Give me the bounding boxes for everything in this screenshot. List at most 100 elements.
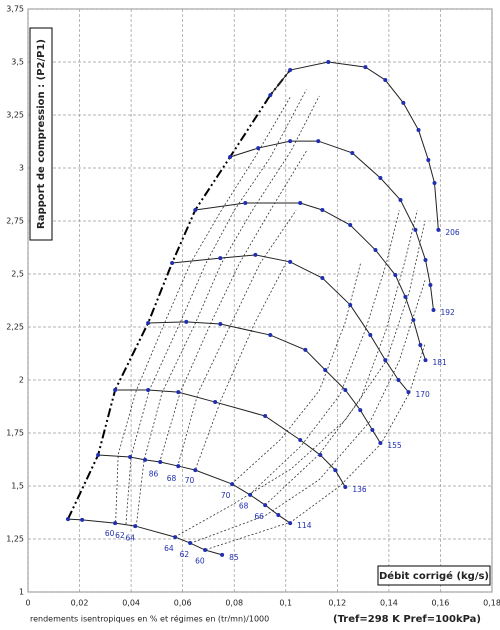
x-tick-label: 0,1 — [279, 599, 292, 608]
data-point — [128, 454, 133, 459]
efficiency-contour — [115, 95, 292, 523]
data-point — [143, 457, 148, 462]
data-point — [333, 468, 338, 473]
y-tick-label: 1,75 — [6, 429, 24, 438]
data-point — [316, 139, 321, 144]
data-point — [256, 146, 261, 151]
efficiency-label: 64 — [164, 544, 174, 553]
data-point — [403, 294, 408, 299]
data-point — [80, 517, 85, 522]
efficiency-contour — [135, 95, 320, 527]
efficiency-label: 68 — [167, 474, 177, 483]
data-point — [213, 400, 218, 405]
x-tick-label: 0,18 — [483, 599, 500, 608]
data-point — [113, 387, 118, 392]
data-point — [288, 68, 293, 73]
data-point — [396, 378, 401, 382]
data-point — [173, 535, 178, 540]
speed-label: 206 — [445, 228, 460, 237]
speed-label: 114 — [297, 521, 312, 530]
data-point — [263, 503, 268, 508]
data-point — [406, 390, 411, 395]
efficiency-contour — [174, 220, 426, 538]
speed-label: 136 — [352, 485, 367, 494]
data-point — [318, 453, 323, 458]
x-tick-label: 0 — [25, 599, 30, 608]
data-point — [398, 198, 403, 203]
efficiency-label: 62 — [180, 550, 190, 559]
x-tick-label: 0,06 — [174, 599, 192, 608]
data-point — [426, 157, 431, 162]
data-point — [188, 541, 193, 546]
data-point — [418, 343, 423, 348]
data-point — [416, 128, 421, 133]
data-point — [146, 320, 151, 325]
y-tick-label: 3,25 — [6, 111, 24, 120]
data-point — [343, 387, 348, 392]
data-point — [253, 252, 258, 257]
data-point — [368, 333, 373, 338]
data-point — [358, 408, 363, 413]
data-point — [193, 207, 198, 212]
data-point — [268, 333, 273, 338]
data-point — [436, 227, 441, 232]
data-point — [320, 276, 325, 281]
data-point — [298, 200, 303, 205]
data-point — [411, 318, 416, 323]
efficiency-contour — [195, 263, 287, 470]
data-point — [230, 482, 235, 487]
data-point — [203, 548, 208, 553]
x-tick-label: 0,12 — [328, 599, 346, 608]
data-point — [431, 308, 436, 313]
data-point — [303, 347, 308, 352]
efficiency-contour — [125, 89, 307, 525]
data-point — [383, 358, 388, 363]
data-point — [320, 207, 325, 212]
efficiency-label: 70 — [221, 491, 231, 500]
efficiency-label: 60 — [105, 529, 115, 538]
x-tick-label: 0,08 — [225, 599, 243, 608]
y-tick-label: 2 — [19, 376, 24, 385]
data-point — [323, 368, 328, 373]
data-point — [268, 93, 273, 98]
y-tick-label: 3 — [19, 164, 24, 173]
data-point — [343, 485, 348, 490]
y-tick-label: 2,25 — [6, 323, 24, 332]
data-point — [432, 181, 437, 186]
grid — [27, 8, 493, 593]
data-point — [413, 227, 418, 232]
x-tick-label: 0,14 — [380, 599, 398, 608]
x-tick-label: 0,04 — [122, 599, 140, 608]
data-point — [423, 258, 428, 263]
data-point — [228, 154, 233, 159]
y-tick-label: 1,25 — [6, 535, 24, 544]
data-point — [176, 390, 181, 395]
speed-line — [172, 254, 409, 393]
data-point — [288, 259, 293, 264]
data-point — [393, 273, 398, 278]
data-point — [373, 248, 378, 253]
efficiency-contour — [177, 210, 297, 468]
data-point — [298, 437, 303, 442]
efficiency-contour — [264, 210, 418, 506]
x-tick-label: 0,16 — [432, 599, 450, 608]
data-point — [401, 100, 406, 105]
speed-label: 181 — [432, 358, 447, 367]
data-point — [276, 513, 281, 518]
x-axis-label: Débit corrigé (kg/s) — [379, 570, 489, 582]
y-label-box — [29, 27, 53, 241]
data-point — [193, 468, 198, 473]
data-point — [146, 387, 151, 392]
speed-line — [148, 321, 381, 444]
data-point — [378, 440, 383, 445]
data-point — [348, 223, 353, 228]
data-point — [248, 492, 253, 497]
data-point — [348, 302, 353, 307]
x-tick-label: 0,02 — [71, 599, 89, 608]
data-point — [263, 414, 268, 419]
y-tick-label: 3,5 — [11, 58, 24, 67]
speed-label: 155 — [387, 441, 402, 450]
data-point — [350, 150, 355, 155]
